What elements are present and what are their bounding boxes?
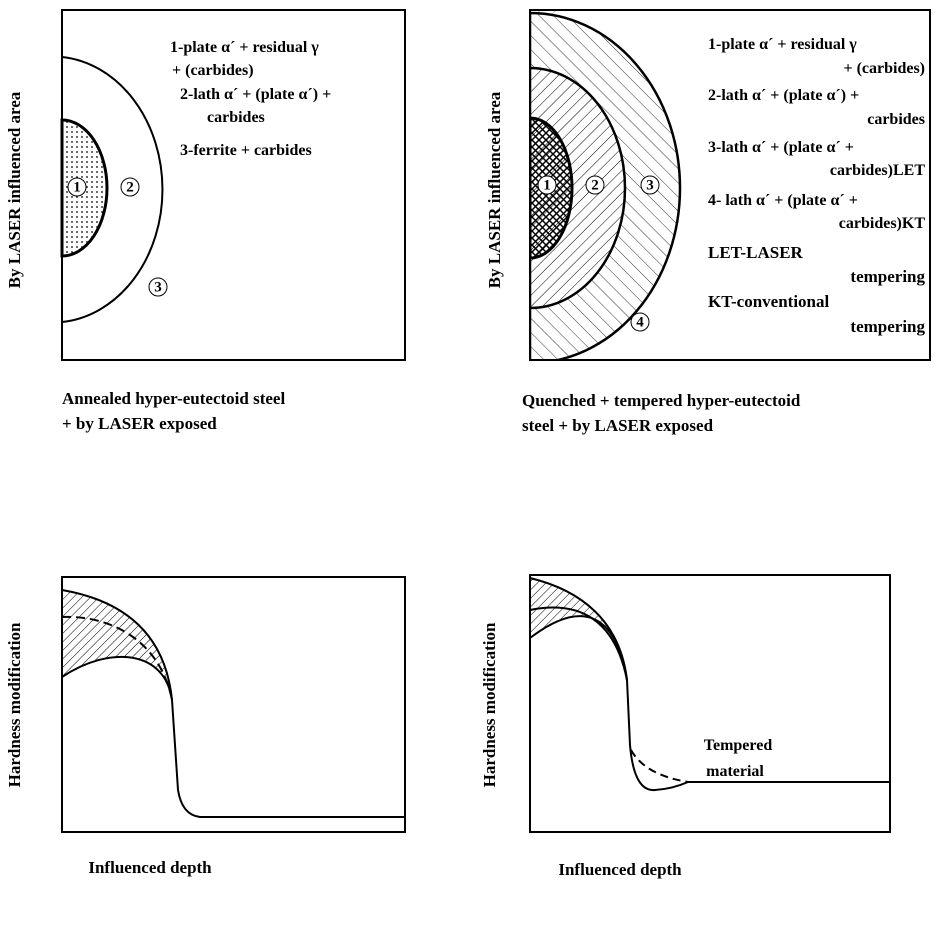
boundary: [61, 56, 164, 323]
x-label: Influenced depth: [558, 860, 682, 879]
legend-line: carbides: [207, 109, 265, 126]
region-label: 2: [126, 179, 134, 195]
annotation: Tempered: [704, 737, 773, 754]
curve-dashed: [61, 615, 173, 701]
curve-lower: [61, 655, 173, 701]
legend-line: carbides: [867, 111, 925, 128]
marker: [640, 175, 660, 195]
legend-line: carbides)KT: [839, 215, 926, 232]
legend-line: 2-lath α´ + (plate α´) +: [708, 87, 859, 104]
hatched-band: [62, 590, 172, 700]
panel-annealed: By LASER influenced area 1 2 3 1-plate α…: [5, 9, 406, 433]
legend-line: 4- lath α´ + (plate α´ +: [708, 192, 858, 209]
legend-line: + (carbides): [172, 62, 254, 79]
legend-line: 3-ferrite + carbides: [180, 142, 312, 159]
legend-line: + (carbides): [843, 60, 925, 77]
legend-line: carbides)LET: [830, 162, 925, 179]
region-label: 1: [73, 179, 81, 195]
frame: [529, 9, 931, 361]
caption: Quenched + tempered hyper-eutectoid: [522, 391, 801, 410]
region-label: 3: [646, 177, 654, 193]
hatched-band: [530, 578, 627, 680]
curve-dashed: [630, 749, 689, 783]
legend-line: LET-LASER: [708, 243, 804, 262]
y-label: By LASER influenced area: [485, 91, 504, 288]
region-label: 1: [543, 177, 551, 193]
y-label: By LASER influenced area: [5, 91, 24, 288]
legend-line: tempering: [850, 267, 925, 286]
marker: [148, 277, 168, 297]
panel-quenched: By LASER influenced area 1 2 3 4 1-plate…: [485, 9, 931, 435]
curve-middle: [529, 606, 628, 681]
legend-line: 1-plate α´ + residual γ: [708, 36, 857, 53]
panel-hardness-annealed: Hardness modification Influenced depth: [5, 576, 406, 877]
legend-line: tempering: [850, 317, 925, 336]
region-label: 4: [636, 314, 644, 330]
y-label: Hardness modification: [5, 622, 24, 787]
caption: steel + by LASER exposed: [522, 416, 714, 435]
legend-line: KT-conventional: [708, 292, 830, 311]
y-label: Hardness modification: [480, 622, 499, 787]
frame: [529, 574, 891, 833]
frame: [61, 576, 406, 833]
curve-upper: [61, 589, 405, 818]
legend-line: 1-plate α´ + residual γ: [170, 39, 319, 56]
marker: [630, 312, 650, 332]
caption: + by LASER exposed: [62, 414, 217, 433]
marker: [120, 177, 140, 197]
region-label: 3: [154, 279, 162, 295]
marker: [537, 175, 557, 195]
marker: [585, 175, 605, 195]
caption: Annealed hyper-eutectoid steel: [62, 389, 285, 408]
legend-line: 2-lath α´ + (plate α´) +: [180, 86, 331, 103]
marker: [67, 177, 87, 197]
x-label: Influenced depth: [88, 858, 212, 877]
legend-line: 3-lath α´ + (plate α´ +: [708, 139, 854, 156]
annotation: material: [706, 763, 764, 780]
panel-hardness-tempered: Hardness modification Influenced depth T…: [480, 574, 891, 879]
region-label: 2: [591, 177, 599, 193]
curve-upper: [529, 577, 890, 792]
